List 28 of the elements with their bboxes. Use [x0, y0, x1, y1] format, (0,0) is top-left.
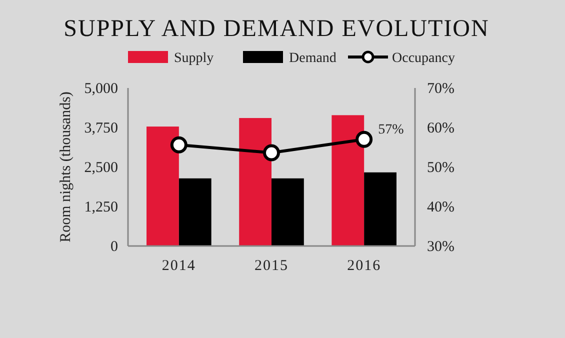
point	[170, 136, 188, 154]
y-tick-label: 1,250	[84, 200, 118, 216]
point	[356, 130, 373, 148]
point	[263, 144, 280, 162]
y2-tick-label: 60%	[427, 120, 454, 136]
bar	[239, 118, 272, 246]
chart-title: SUPPLY AND DEMAND EVOLUTION	[64, 16, 490, 42]
bar	[178, 178, 212, 246]
y-tick-label: 5,000	[84, 81, 118, 97]
y-axis-title: Room nights (thousands)	[58, 92, 74, 242]
x-tick-label: 2015	[254, 258, 288, 274]
bar	[364, 172, 396, 246]
legend-label: Occupancy	[392, 51, 455, 66]
y2-tick-label: 40%	[427, 200, 454, 216]
legend-label: Supply	[174, 51, 214, 66]
x-tick-label: 2014	[162, 258, 196, 274]
y-tick-label: 3,750	[84, 120, 118, 136]
bar	[332, 115, 364, 246]
y2-tick-label: 70%	[427, 81, 454, 97]
bar	[146, 126, 179, 246]
y2-tick-label: 30%	[427, 239, 454, 255]
y-tick-label: 0	[110, 239, 118, 255]
bar	[272, 178, 304, 246]
y-tick-label: 2,500	[84, 160, 118, 176]
data-label: 57%	[378, 122, 404, 138]
x-tick-label: 2016	[347, 258, 382, 274]
legend-label: Demand	[289, 51, 336, 66]
y2-tick-label: 50%	[427, 160, 454, 176]
